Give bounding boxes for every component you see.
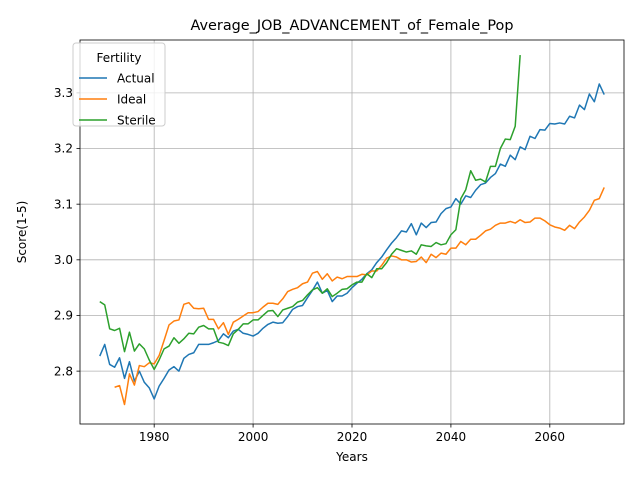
legend-label-actual: Actual — [117, 71, 155, 85]
legend: Fertility Actual Ideal Sterile — [73, 43, 165, 127]
y-tick-label: 2.8 — [54, 364, 73, 378]
x-tick-label: 2060 — [535, 430, 566, 444]
legend-title: Fertility — [96, 51, 141, 65]
x-axis-title: Years — [335, 450, 368, 464]
chart-title: Average_JOB_ADVANCEMENT_of_Female_Pop — [191, 18, 514, 34]
y-tick-label: 3.1 — [54, 197, 73, 211]
y-axis-title: Score(1-5) — [15, 201, 29, 264]
y-tick-label: 3.2 — [54, 142, 73, 156]
x-tick-label: 1980 — [139, 430, 170, 444]
x-tick-label: 2020 — [337, 430, 368, 444]
y-tick-label: 3.0 — [54, 253, 73, 267]
x-tick-label: 2040 — [436, 430, 467, 444]
x-tick-label: 2000 — [238, 430, 269, 444]
y-tick-label: 2.9 — [54, 309, 73, 323]
y-tick-label: 3.3 — [54, 86, 73, 100]
legend-label-ideal: Ideal — [117, 92, 146, 106]
legend-label-sterile: Sterile — [117, 113, 156, 127]
